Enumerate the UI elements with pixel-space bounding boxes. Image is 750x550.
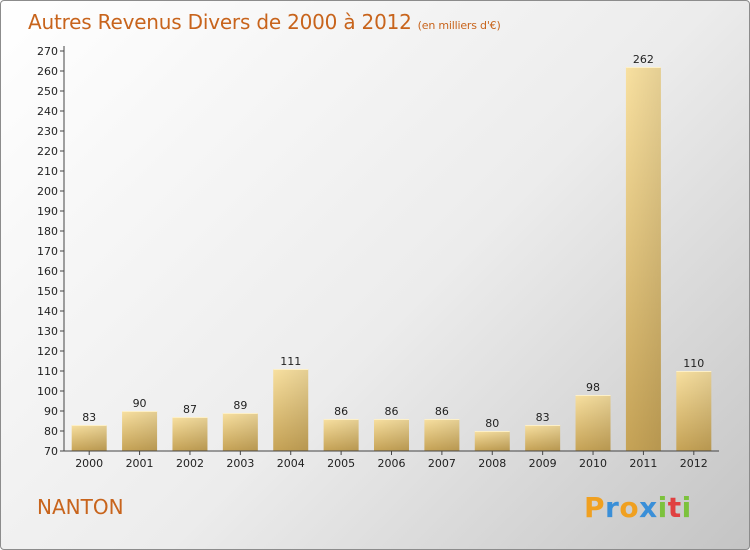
y-tick-label: 70 <box>44 445 58 458</box>
y-tick-label: 90 <box>44 405 58 418</box>
bars-group <box>71 67 712 451</box>
bar-shade <box>122 411 158 451</box>
bar-shade <box>273 369 309 451</box>
data-label: 86 <box>435 405 449 418</box>
data-label: 86 <box>385 405 399 418</box>
y-tick-label: 100 <box>37 385 58 398</box>
x-tick-label: 2009 <box>529 457 557 470</box>
logo-letter: r <box>605 491 620 524</box>
data-label: 111 <box>280 355 301 368</box>
bar-shade <box>71 425 107 451</box>
y-tick-label: 140 <box>37 305 58 318</box>
x-tick-label: 2005 <box>327 457 355 470</box>
bar-shade <box>625 67 661 451</box>
bar-shade <box>474 431 510 451</box>
data-label: 262 <box>633 53 654 66</box>
y-tick-label: 180 <box>37 225 58 238</box>
logo-letter: x <box>639 491 658 524</box>
bar-shade <box>575 395 611 451</box>
logo-letter: o <box>619 491 640 524</box>
data-label: 87 <box>183 403 197 416</box>
y-tick-label: 160 <box>37 265 58 278</box>
data-label: 110 <box>683 357 704 370</box>
data-label: 98 <box>586 381 600 394</box>
y-tick-label: 220 <box>37 145 58 158</box>
data-label: 83 <box>82 411 96 424</box>
logo-letter: t <box>667 491 682 524</box>
x-tick-label: 2004 <box>277 457 305 470</box>
x-tick-label: 2002 <box>176 457 204 470</box>
y-tick-label: 190 <box>37 205 58 218</box>
data-label: 86 <box>334 405 348 418</box>
logo-letter: i <box>681 491 692 524</box>
y-tick-label: 260 <box>37 65 58 78</box>
x-tick-label: 2011 <box>629 457 657 470</box>
x-tick-label: 2001 <box>126 457 154 470</box>
x-tick-label: 2012 <box>680 457 708 470</box>
bar-shade <box>374 419 409 451</box>
data-label: 80 <box>485 417 499 430</box>
y-tick-label: 170 <box>37 245 58 258</box>
y-tick-label: 110 <box>37 365 58 378</box>
x-tick-label: 2008 <box>478 457 506 470</box>
x-tick-label: 2006 <box>378 457 406 470</box>
x-tick-label: 2010 <box>579 457 607 470</box>
data-label: 90 <box>133 397 147 410</box>
bar-shade <box>172 417 208 451</box>
x-tick-label: 2000 <box>75 457 103 470</box>
logo-letter: i <box>657 491 668 524</box>
x-tick-label: 2003 <box>226 457 254 470</box>
bar-shade <box>424 419 460 451</box>
chart-subtitle: (en milliers d'€) <box>417 19 501 32</box>
y-tick-label: 230 <box>37 125 58 138</box>
y-tick-label: 130 <box>37 325 58 338</box>
axes-group: 7080901001101201301401501601701801902002… <box>37 45 719 470</box>
chart-title: Autres Revenus Divers de 2000 à 2012 (en … <box>28 10 501 34</box>
y-tick-label: 250 <box>37 85 58 98</box>
y-tick-label: 240 <box>37 105 58 118</box>
y-tick-label: 80 <box>44 425 58 438</box>
logo-letter: P <box>584 491 606 524</box>
y-tick-label: 210 <box>37 165 58 178</box>
bar-shade <box>323 419 359 451</box>
y-tick-label: 120 <box>37 345 58 358</box>
bar-shade <box>222 413 258 451</box>
bar-shade <box>676 371 712 451</box>
y-tick-label: 200 <box>37 185 58 198</box>
proxiti-logo: Proxiti <box>584 491 692 524</box>
bar-shade <box>525 425 561 451</box>
commune-name: NANTON <box>37 495 124 519</box>
data-label: 89 <box>233 399 247 412</box>
title-text: Autres Revenus Divers de 2000 à 2012 <box>28 10 412 34</box>
data-label: 83 <box>536 411 550 424</box>
x-tick-label: 2007 <box>428 457 456 470</box>
y-tick-label: 150 <box>37 285 58 298</box>
y-tick-label: 270 <box>37 45 58 58</box>
